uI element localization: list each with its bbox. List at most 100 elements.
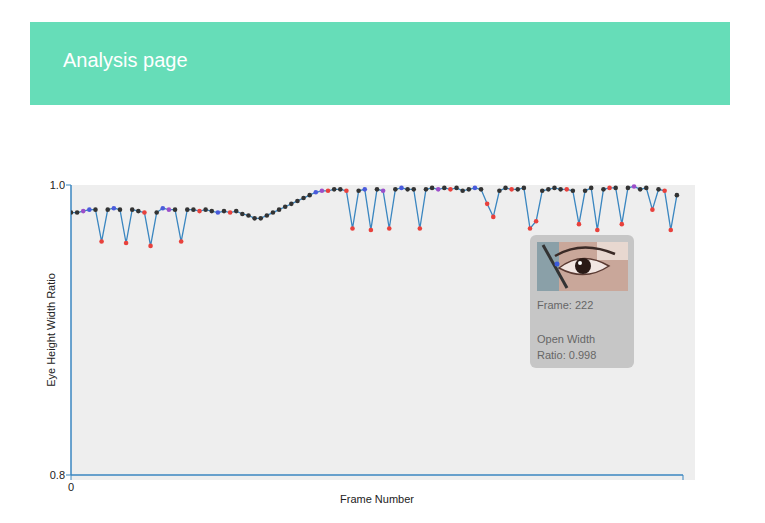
- y-tick: [66, 185, 71, 186]
- data-point: [148, 244, 153, 249]
- data-point: [258, 216, 263, 221]
- data-point: [136, 209, 141, 214]
- plot-background: [71, 185, 695, 480]
- data-point: [142, 210, 147, 215]
- data-point: [234, 209, 239, 214]
- data-point: [430, 186, 435, 191]
- eye-thumbnail: [537, 242, 628, 291]
- data-point: [485, 202, 490, 207]
- data-point: [662, 189, 667, 194]
- data-point: [460, 189, 465, 194]
- data-point: [118, 207, 123, 212]
- tooltip: Frame: 222 Open Width Ratio: 0.998: [530, 235, 634, 368]
- data-point: [668, 228, 673, 233]
- data-point: [197, 209, 202, 214]
- data-point: [185, 207, 190, 212]
- data-point: [626, 186, 631, 191]
- tooltip-text: Frame: 222 Open Width Ratio: 0.998: [537, 297, 619, 363]
- data-point: [99, 239, 104, 244]
- data-point: [307, 193, 312, 198]
- data-point: [632, 184, 637, 189]
- data-point: [209, 209, 214, 214]
- data-point: [656, 187, 661, 192]
- data-point: [71, 210, 73, 215]
- header-bar: Analysis page: [30, 22, 730, 105]
- data-point: [124, 241, 129, 246]
- data-point: [613, 186, 618, 191]
- data-point: [467, 187, 472, 192]
- data-point: [675, 193, 680, 198]
- data-point: [424, 187, 429, 192]
- data-point: [332, 187, 337, 192]
- data-point: [271, 210, 276, 215]
- data-point: [216, 210, 221, 215]
- thumb-iris: [575, 258, 591, 274]
- data-point: [314, 190, 319, 195]
- data-point: [320, 189, 325, 194]
- data-point: [326, 189, 331, 194]
- data-point: [454, 186, 459, 191]
- data-point: [503, 186, 508, 191]
- data-point: [130, 207, 135, 212]
- header-title: Analysis page: [63, 49, 188, 72]
- data-point: [393, 187, 398, 192]
- data-point: [491, 215, 496, 220]
- data-point: [399, 186, 404, 191]
- x-axis: [71, 474, 683, 476]
- data-point: [252, 216, 257, 221]
- thumb-dot: [555, 262, 560, 267]
- data-point: [436, 187, 441, 192]
- data-point: [534, 219, 539, 224]
- data-point: [497, 189, 502, 194]
- data-point: [295, 199, 300, 204]
- data-point: [595, 228, 600, 233]
- data-point: [411, 187, 416, 192]
- y-axis: [70, 185, 72, 475]
- data-point: [620, 222, 625, 227]
- data-point: [289, 202, 294, 207]
- data-point: [589, 186, 594, 191]
- data-point: [344, 189, 349, 194]
- data-point: [246, 213, 251, 218]
- data-point: [540, 189, 545, 194]
- data-point: [577, 222, 582, 227]
- data-point: [112, 206, 117, 211]
- data-point: [375, 187, 380, 192]
- data-point: [179, 239, 184, 244]
- data-point: [105, 207, 110, 212]
- data-point: [301, 196, 306, 201]
- data-point: [356, 189, 361, 194]
- data-point: [369, 228, 374, 233]
- data-point: [546, 187, 551, 192]
- data-point: [552, 186, 557, 191]
- tooltip-ratio: Open Width Ratio: 0.998: [537, 331, 619, 363]
- data-point: [564, 187, 569, 192]
- y-tick-label: 0.8: [50, 469, 65, 481]
- data-point: [350, 226, 355, 231]
- data-point: [448, 187, 453, 192]
- x-tick: [71, 475, 72, 480]
- y-tick: [66, 475, 71, 476]
- data-point: [522, 186, 527, 191]
- thumb-glint: [578, 261, 582, 265]
- thumb-skin: [537, 242, 628, 291]
- data-point: [558, 187, 563, 192]
- data-point: [203, 207, 208, 212]
- data-point: [191, 207, 196, 212]
- data-point: [87, 207, 92, 212]
- x-tick-label: 0: [68, 481, 74, 493]
- thumb-frame: [543, 245, 567, 288]
- data-point: [265, 213, 270, 218]
- data-point: [638, 187, 643, 192]
- x-axis-end: [683, 475, 684, 480]
- data-point: [644, 186, 649, 191]
- x-axis-label: Frame Number: [340, 493, 414, 505]
- data-point: [240, 212, 245, 217]
- data-point: [515, 187, 520, 192]
- data-point: [167, 207, 172, 212]
- data-point: [473, 186, 478, 191]
- data-point: [75, 210, 80, 215]
- data-point: [607, 186, 612, 191]
- data-point: [442, 186, 447, 191]
- data-point: [338, 187, 343, 192]
